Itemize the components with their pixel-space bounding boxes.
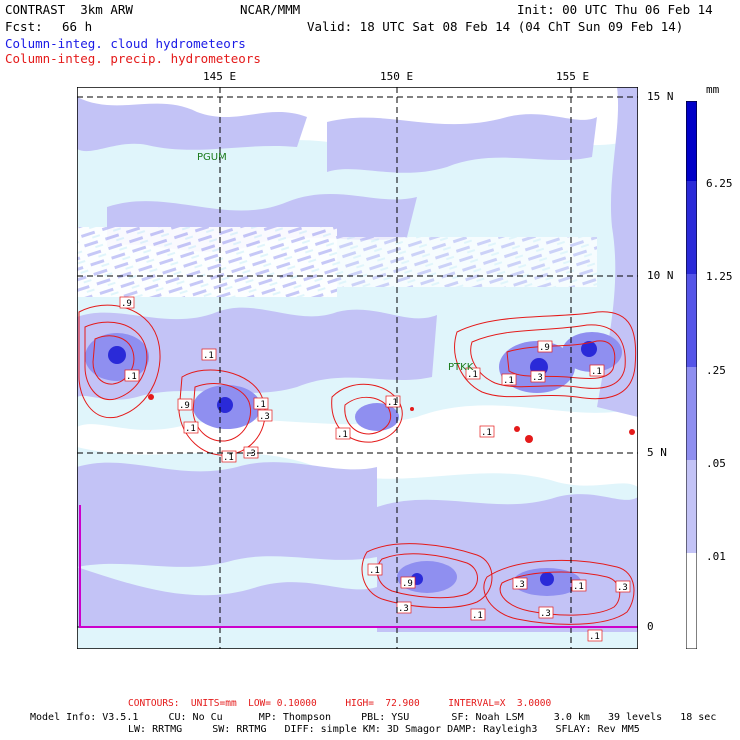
contour-info: CONTOURS: UNITS=mm LOW= 0.10000 HIGH= 72… [128, 698, 552, 709]
model-info-line2: LW: RRTMG SW: RRTMG DIFF: simple KM: 3D … [128, 724, 640, 735]
svg-text:.1: .1 [591, 367, 602, 377]
svg-text:.1: .1 [573, 582, 584, 592]
svg-text:.1: .1 [223, 453, 234, 463]
contour-label: .3 [530, 370, 546, 383]
contour-label: .3 [512, 577, 528, 590]
station-label-pgum: PGUM [197, 152, 227, 163]
contour-label: .9 [400, 576, 416, 589]
svg-text:.3: .3 [514, 580, 525, 590]
legend-colorbar [686, 101, 697, 649]
valid-time: Valid: 18 UTC Sat 08 Feb 14 (04 ChT Sun … [307, 19, 684, 34]
precip-field-label: Column-integ. precip. hydrometeors [5, 51, 261, 66]
contour-label: .1 [501, 373, 517, 386]
svg-text:.1: .1 [337, 430, 348, 440]
svg-text:.1: .1 [589, 632, 600, 642]
forecast-hour: 66 h [62, 19, 93, 34]
domain-boundary [79, 505, 638, 628]
svg-text:.9: .9 [402, 579, 413, 589]
model-info-line1: Model Info: V3.5.1 CU: No Cu MP: Thompso… [30, 712, 717, 723]
contour-label: .9 [119, 296, 135, 309]
svg-text:.9: .9 [121, 299, 132, 309]
svg-text:.1: .1 [369, 566, 380, 576]
legend-level: 1.25 [706, 270, 733, 283]
svg-text:.1: .1 [126, 372, 137, 382]
contour-label: .1 [253, 397, 269, 410]
contour-label: .1 [335, 427, 351, 440]
svg-text:.1: .1 [472, 611, 483, 621]
station-label-ptkk: PTKK [448, 362, 474, 373]
legend-level: .05 [706, 457, 726, 470]
svg-text:.3: .3 [532, 373, 543, 383]
contour-label: .1 [201, 348, 217, 361]
lon-label-150: 150 E [380, 70, 414, 83]
contour-label: .1 [589, 364, 605, 377]
contour-label: .1 [465, 367, 481, 380]
cloud-fill-core [108, 341, 597, 586]
cloud-field-label: Column-integ. cloud hydrometeors [5, 36, 246, 51]
contour-label: .1 [221, 450, 237, 463]
contour-label: .1 [124, 369, 140, 382]
contour-label: .3 [615, 580, 631, 593]
contour-label: .3 [396, 601, 412, 614]
contour-label: .1 [571, 579, 587, 592]
lon-label-155: 155 E [556, 70, 590, 83]
svg-text:.3: .3 [398, 604, 409, 614]
precip-cells [148, 394, 635, 443]
svg-text:.1: .1 [503, 376, 514, 386]
init-time: Init: 00 UTC Thu 06 Feb 14 [517, 2, 713, 17]
svg-text:.3: .3 [259, 412, 270, 422]
legend-level: 6.25 [706, 177, 733, 190]
contour-label: .1 [183, 421, 199, 434]
svg-text:.1: .1 [203, 351, 214, 361]
svg-text:.3: .3 [540, 609, 551, 619]
svg-text:.1: .1 [481, 428, 492, 438]
lat-label-15n: 15 N [647, 90, 674, 103]
contour-label: .1 [470, 608, 486, 621]
legend-level: .01 [706, 550, 726, 563]
forecast-label: Fcst: [5, 19, 43, 34]
contour-label: .3 [538, 606, 554, 619]
contour-label: .1 [587, 629, 603, 642]
forecast-map: .9 .1 .1 .9 .1 .3 .1 .3 .1 .1 .1 .1 .9 .… [77, 87, 638, 649]
svg-text:.9: .9 [539, 343, 550, 353]
contour-label: .1 [479, 425, 495, 438]
legend-level: .25 [706, 364, 726, 377]
contour-labels: .9 .1 .1 .9 .1 .3 .1 .3 .1 .1 .1 .1 .9 .… [119, 296, 631, 642]
svg-text:.3: .3 [617, 583, 628, 593]
contour-label: .3 [257, 409, 273, 422]
svg-text:.1: .1 [387, 398, 398, 408]
legend-units: mm [706, 83, 720, 96]
contour-label: .9 [537, 340, 553, 353]
lat-label-5n: 5 N [647, 446, 667, 459]
svg-text:.1: .1 [255, 400, 266, 410]
contour-label: .1 [385, 395, 401, 408]
model-title: CONTRAST 3km ARW [5, 2, 133, 17]
org-label: NCAR/MMM [240, 2, 301, 17]
lon-label-145: 145 E [203, 70, 237, 83]
lat-label-10n: 10 N [647, 269, 674, 282]
svg-text:.3: .3 [245, 449, 256, 459]
contour-label: .1 [367, 563, 383, 576]
contour-label: .9 [177, 398, 193, 411]
svg-text:.9: .9 [179, 401, 190, 411]
svg-text:.1: .1 [185, 424, 196, 434]
lat-label-0: 0 [647, 620, 654, 633]
svg-text:.1: .1 [467, 370, 478, 380]
